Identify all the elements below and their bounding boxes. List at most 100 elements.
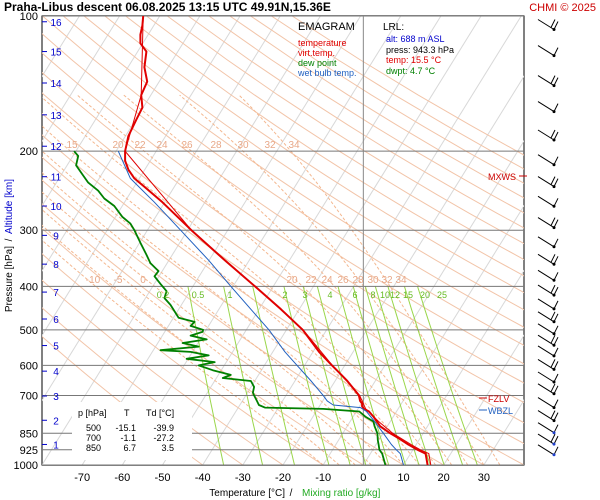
moist-adiabat-line [42, 191, 372, 465]
x-tick-label: -60 [114, 472, 130, 484]
mixing-ratio-label: 6 [352, 290, 357, 300]
dry-adiabat-label: 24 [156, 140, 168, 151]
wind-barb-flag [550, 75, 556, 84]
level-table-cell: 850 [86, 443, 101, 453]
wind-barb-flag [550, 334, 556, 344]
wind-barb-dot [552, 343, 556, 347]
x-tick-label: 0 [360, 472, 366, 484]
wind-barb-dot [552, 307, 556, 311]
altitude-label: 13 [50, 111, 62, 122]
dry-adiabat-line [146, 16, 524, 261]
y-tick-label: 1000 [14, 460, 38, 472]
lrl-dewpoint: dwpt: 4.7 °C [386, 66, 436, 76]
y-tick-label: 850 [20, 428, 38, 440]
wind-barb-staff [537, 195, 555, 207]
moist-adiabat-label: 26 [337, 275, 349, 286]
wind-barb-staff [537, 129, 555, 141]
wind-barb-dot [552, 138, 556, 142]
level-table-background [72, 402, 192, 460]
wind-barb-staff [537, 154, 555, 166]
wind-barb-staff [537, 410, 555, 422]
moist-adiabat-line [42, 150, 404, 465]
dry-adiabat-line [42, 16, 524, 346]
wind-barb-staff [537, 269, 555, 281]
wind-barbs [537, 19, 559, 457]
altitude-label: 15 [50, 48, 62, 59]
wind-barb [537, 176, 559, 189]
dry-adiabat-label: 20 [112, 140, 124, 151]
isotherm-line [242, 16, 522, 465]
dry-adiabat-label: 30 [237, 140, 249, 151]
level-table-header-t: T [124, 408, 130, 418]
wind-barb [537, 422, 559, 435]
dry-adiabat-line [229, 16, 524, 199]
altitude-label: 11 [51, 173, 62, 184]
y-tick-label: 600 [20, 360, 38, 372]
mixing-ratio-label: 15 [403, 290, 413, 300]
legend-heading: EMAGRAM [298, 21, 355, 33]
lrl-temperature: temp: 15.5 °C [386, 55, 442, 65]
level-table: p [hPa] T Td [°C] 500 -15.1 -39.9 700 -1… [72, 402, 192, 460]
altitude-label: 10 [50, 202, 62, 213]
moist-adiabat-label: 20 [286, 275, 298, 286]
dew-point-line [73, 150, 387, 465]
y-axis-label-pressure: Pressure [hPa] [4, 246, 15, 312]
wind-barb [537, 383, 559, 396]
y-axis-label-altitude: Altitude [km] [4, 179, 15, 234]
wind-barb [537, 323, 559, 336]
moist-adiabat-label: 24 [321, 275, 333, 286]
level-table-cell: 700 [86, 433, 101, 443]
wind-barb-dot [552, 431, 556, 435]
level-table-cell: 500 [86, 423, 101, 433]
level-markers: MXWS FZLV WBZL [479, 172, 527, 416]
dry-adiabat-line [187, 16, 524, 229]
dry-adiabat-line [42, 52, 524, 384]
wind-barb-dot [552, 28, 556, 31]
y-tick-label: 500 [20, 325, 38, 337]
y-tick-label: 925 [20, 445, 38, 457]
wind-barb [537, 334, 559, 347]
wind-barb-dot [552, 84, 556, 88]
wind-barb-staff [537, 217, 555, 229]
isotherm-line [362, 204, 524, 465]
altitude-label: 8 [53, 260, 59, 271]
wind-barb-staff [537, 45, 555, 57]
wind-barb-staff [537, 433, 555, 445]
wind-barb-staff [537, 371, 555, 383]
isotherm-line [443, 334, 524, 465]
altitude-label: 6 [53, 315, 59, 326]
wind-barb-flag [550, 433, 556, 443]
isotherm-line [42, 16, 321, 465]
legend-temperature: temperature [298, 38, 347, 48]
y-axis-label-separator: / [4, 238, 15, 241]
moist-adiabat-line [42, 125, 420, 465]
mixing-ratio-label: 0.2 [157, 290, 170, 300]
wet-bulb-line [117, 150, 404, 465]
wind-barb [537, 101, 559, 114]
moist-adiabat-line [76, 94, 453, 465]
wind-barb-dot [552, 245, 556, 249]
plot-frame [41, 15, 525, 466]
isotherm-line [403, 269, 524, 465]
wind-barb-flag [550, 176, 556, 185]
level-table-header-td: Td [°C] [146, 408, 174, 418]
wind-barb [537, 154, 559, 167]
wind-barb-flag [550, 311, 556, 321]
x-tick-label: -40 [195, 472, 211, 484]
dry-adiabat-line [62, 16, 524, 328]
dry-adiabat-line [83, 16, 524, 311]
wind-barb-dot [552, 354, 556, 358]
wind-barb-staff [537, 284, 555, 296]
level-table-cell: -1.1 [120, 433, 136, 443]
wind-barb-staff [537, 383, 555, 395]
dry-adiabat-label: 34 [288, 140, 300, 151]
wind-barb-flag [550, 19, 556, 28]
level-table-cell: -15.1 [115, 423, 136, 433]
mixing-ratio-label: 4 [327, 290, 332, 300]
dry-adiabat-line [42, 71, 524, 404]
altitude-label: 12 [50, 142, 62, 153]
x-axis-label-mixing-ratio: Mixing ratio [g/kg] [302, 488, 381, 499]
isotherm-line [42, 16, 201, 272]
wind-barb [537, 19, 559, 31]
